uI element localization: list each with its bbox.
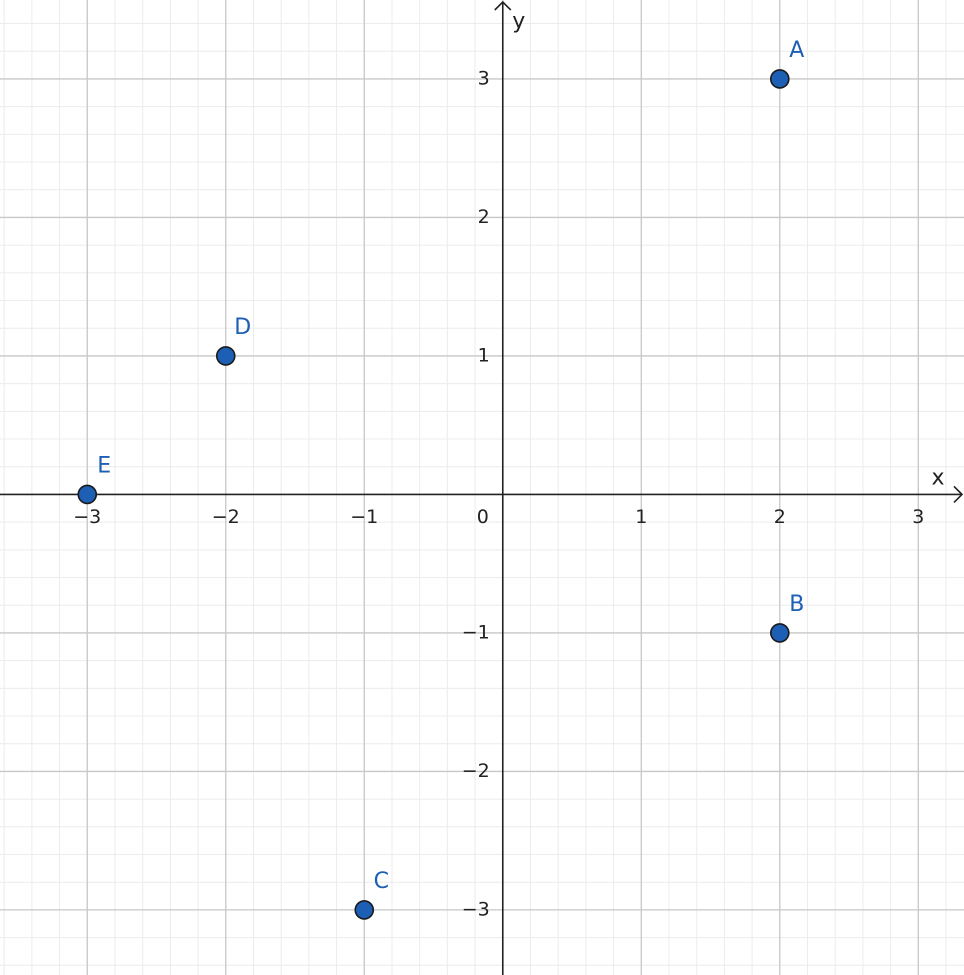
- x-axis-label: x: [931, 465, 944, 490]
- y-tick-label: 2: [478, 206, 490, 228]
- y-tick-label: 3: [478, 67, 490, 89]
- x-tick-label: 1: [635, 506, 647, 528]
- x-tick-label: −3: [73, 506, 101, 528]
- point-label: D: [234, 315, 251, 340]
- point-label: A: [789, 38, 804, 63]
- y-axis-arrow: [494, 0, 512, 11]
- x-tick-label: 0: [477, 506, 489, 528]
- x-tick-label: 3: [912, 506, 924, 528]
- point-label: E: [97, 453, 111, 478]
- y-tick-label: −2: [462, 760, 490, 782]
- point: [769, 623, 790, 643]
- y-tick-label: −1: [462, 621, 490, 643]
- point: [354, 900, 375, 920]
- y-tick-label: −3: [462, 898, 490, 920]
- x-tick-label: 2: [774, 506, 786, 528]
- point: [215, 346, 236, 366]
- point-label: C: [374, 869, 389, 894]
- x-tick-label: −1: [350, 506, 378, 528]
- x-axis-arrow: [953, 485, 964, 503]
- point: [77, 484, 98, 505]
- x-tick-label: −2: [212, 506, 240, 528]
- y-tick-label: 1: [478, 344, 490, 366]
- y-axis-label: y: [512, 9, 525, 34]
- point-label: B: [789, 592, 804, 617]
- point: [769, 69, 790, 89]
